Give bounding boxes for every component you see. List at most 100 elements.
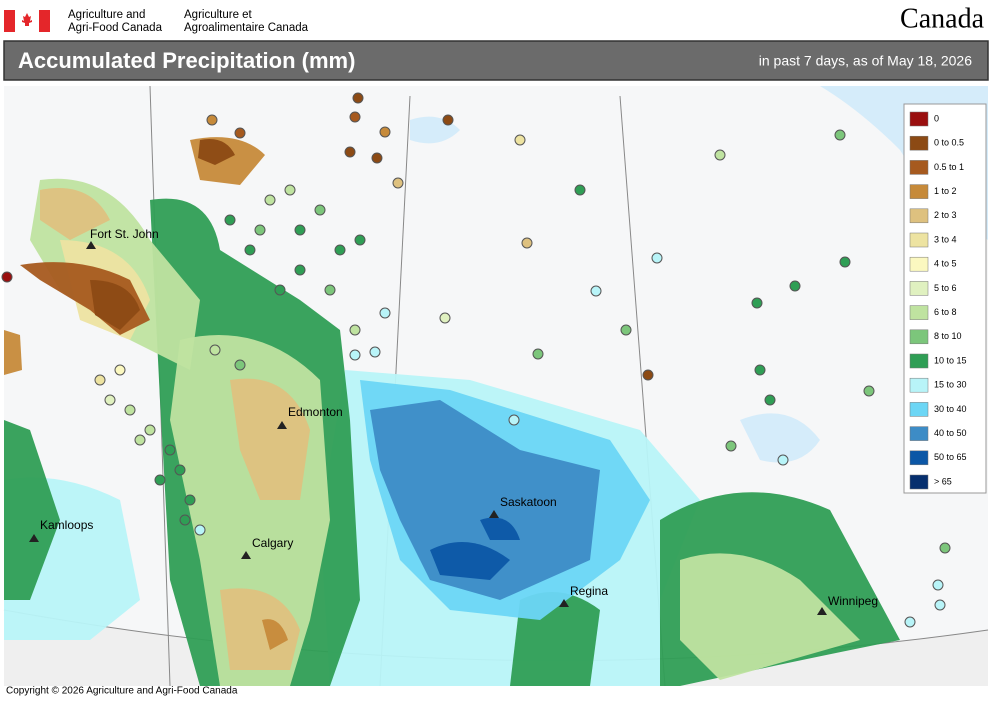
- city-label: Fort St. John: [90, 227, 159, 241]
- station: [284, 184, 296, 196]
- legend-label: > 65: [934, 476, 952, 486]
- station: [371, 152, 383, 164]
- station: [314, 204, 326, 216]
- legend-swatch: [909, 281, 929, 296]
- station: [184, 494, 196, 506]
- city-label: Saskatoon: [500, 495, 557, 509]
- legend: 0 0 to 0.5 0.5 to 1 1 to 2 2 to 3 3 to 4 4 to …: [909, 111, 967, 490]
- station: [274, 284, 286, 296]
- legend-label: 50 to 65: [934, 452, 967, 462]
- station: [164, 444, 176, 456]
- agency-fr: Agriculture et: [184, 9, 253, 21]
- wordmark: Canada: [900, 3, 985, 34]
- flag: [4, 10, 50, 32]
- station: [114, 364, 126, 376]
- legend-swatch: [909, 305, 929, 320]
- station: [349, 111, 361, 123]
- station: [234, 359, 246, 371]
- station: [224, 214, 236, 226]
- station: [349, 324, 361, 336]
- station: [344, 146, 356, 158]
- legend-label: 0: [934, 113, 939, 123]
- station: [934, 599, 946, 611]
- precip-zone: [680, 553, 860, 680]
- legend-swatch: [909, 426, 929, 441]
- precip-zone: [40, 188, 110, 240]
- precip-zone: [220, 588, 300, 670]
- station: [764, 394, 776, 406]
- station: [94, 374, 106, 386]
- legend-label: 0 to 0.5: [934, 138, 964, 148]
- station: [789, 280, 801, 292]
- legend-swatch: [909, 474, 929, 490]
- station: [939, 542, 951, 554]
- legend-swatch: [909, 402, 929, 417]
- legend-swatch: [909, 450, 929, 466]
- precip-zone: [430, 542, 510, 580]
- station: [651, 252, 663, 264]
- station: [194, 524, 206, 536]
- station: [514, 134, 526, 146]
- station: [349, 349, 361, 361]
- legend-swatch: [909, 208, 929, 224]
- station: [206, 114, 218, 126]
- station: [379, 307, 391, 319]
- station: [839, 256, 851, 268]
- station: [244, 244, 256, 256]
- station: [234, 127, 246, 139]
- agency-en: Agriculture and: [68, 9, 145, 21]
- station: [324, 284, 336, 296]
- station: [294, 224, 306, 236]
- station: [620, 324, 632, 336]
- legend-swatch: [909, 353, 929, 369]
- station: [144, 424, 156, 436]
- precip-zone: [370, 400, 600, 600]
- legend-swatch: [909, 329, 929, 345]
- city-label: Regina: [570, 584, 608, 598]
- station: [725, 440, 737, 452]
- station: [751, 297, 763, 309]
- station: [590, 285, 602, 297]
- agency-en: Agri-Food Canada: [68, 22, 163, 34]
- station: [521, 237, 533, 249]
- city-marker: [489, 510, 499, 518]
- station: [863, 385, 875, 397]
- station: [179, 514, 191, 526]
- station: [532, 348, 544, 360]
- station: [442, 114, 454, 126]
- legend-label: 4 to 5: [934, 259, 957, 269]
- city-label: Edmonton: [288, 405, 343, 419]
- cities: Fort St. John Edmonton Kamloops Calgary …: [29, 227, 878, 615]
- legend-label: 6 to 8: [934, 307, 957, 317]
- station: [134, 434, 146, 446]
- legend-label: 5 to 6: [934, 283, 957, 293]
- precip-zone: [198, 139, 235, 165]
- city-marker: [817, 607, 827, 615]
- station: [1, 271, 13, 283]
- legend-swatch: [909, 160, 929, 175]
- copyright: Copyright © 2026 Agriculture and Agri-Fo…: [6, 686, 238, 697]
- station: [642, 369, 654, 381]
- legend-label: 2 to 3: [934, 210, 957, 220]
- station: [174, 464, 186, 476]
- city-marker: [86, 241, 96, 249]
- station: [124, 404, 136, 416]
- title: Accumulated Precipitation (mm): [18, 48, 355, 73]
- legend-label: 3 to 4: [934, 234, 957, 244]
- station: [439, 312, 451, 324]
- legend-label: 8 to 10: [934, 331, 962, 341]
- city-label: Kamloops: [40, 518, 93, 532]
- station: [754, 364, 766, 376]
- legend-swatch: [909, 111, 929, 127]
- legend-swatch: [909, 184, 929, 199]
- city-marker: [559, 599, 569, 607]
- precip-zone: [90, 280, 140, 330]
- map: [1, 85, 989, 687]
- agency-fr: Agroalimentaire Canada: [184, 22, 309, 34]
- station: [574, 184, 586, 196]
- station: [392, 177, 404, 189]
- station: [904, 616, 916, 628]
- city-label: Winnipeg: [828, 594, 878, 608]
- legend-label: 40 to 50: [934, 428, 967, 438]
